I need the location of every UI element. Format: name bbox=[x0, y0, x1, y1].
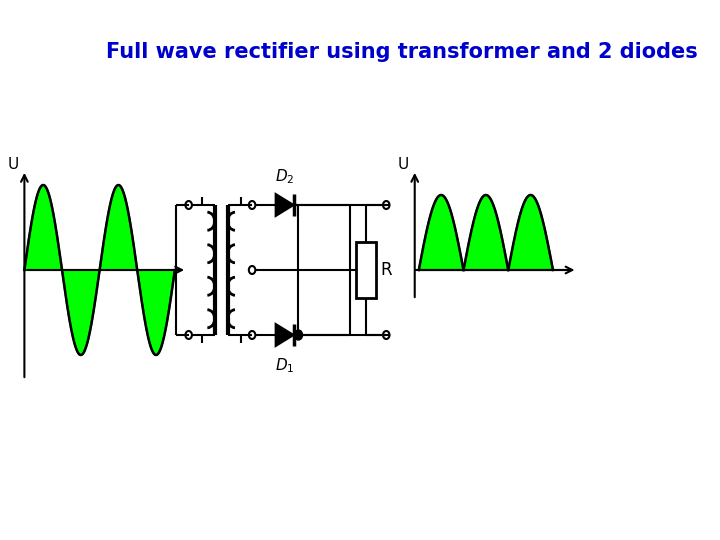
Polygon shape bbox=[464, 195, 508, 270]
Text: $D_1$: $D_1$ bbox=[275, 356, 294, 375]
Text: U: U bbox=[7, 157, 19, 172]
Polygon shape bbox=[99, 185, 138, 270]
Polygon shape bbox=[508, 195, 553, 270]
Circle shape bbox=[294, 330, 302, 340]
Text: R: R bbox=[381, 261, 392, 279]
Text: $D_2$: $D_2$ bbox=[275, 167, 294, 186]
Text: U: U bbox=[397, 157, 409, 172]
Polygon shape bbox=[276, 194, 294, 216]
Polygon shape bbox=[276, 324, 294, 346]
Bar bbox=[356, 242, 376, 298]
Polygon shape bbox=[24, 185, 62, 270]
Polygon shape bbox=[138, 270, 175, 355]
Polygon shape bbox=[62, 270, 99, 355]
Text: Full wave rectifier using transformer and 2 diodes: Full wave rectifier using transformer an… bbox=[106, 42, 698, 62]
Polygon shape bbox=[419, 195, 464, 270]
